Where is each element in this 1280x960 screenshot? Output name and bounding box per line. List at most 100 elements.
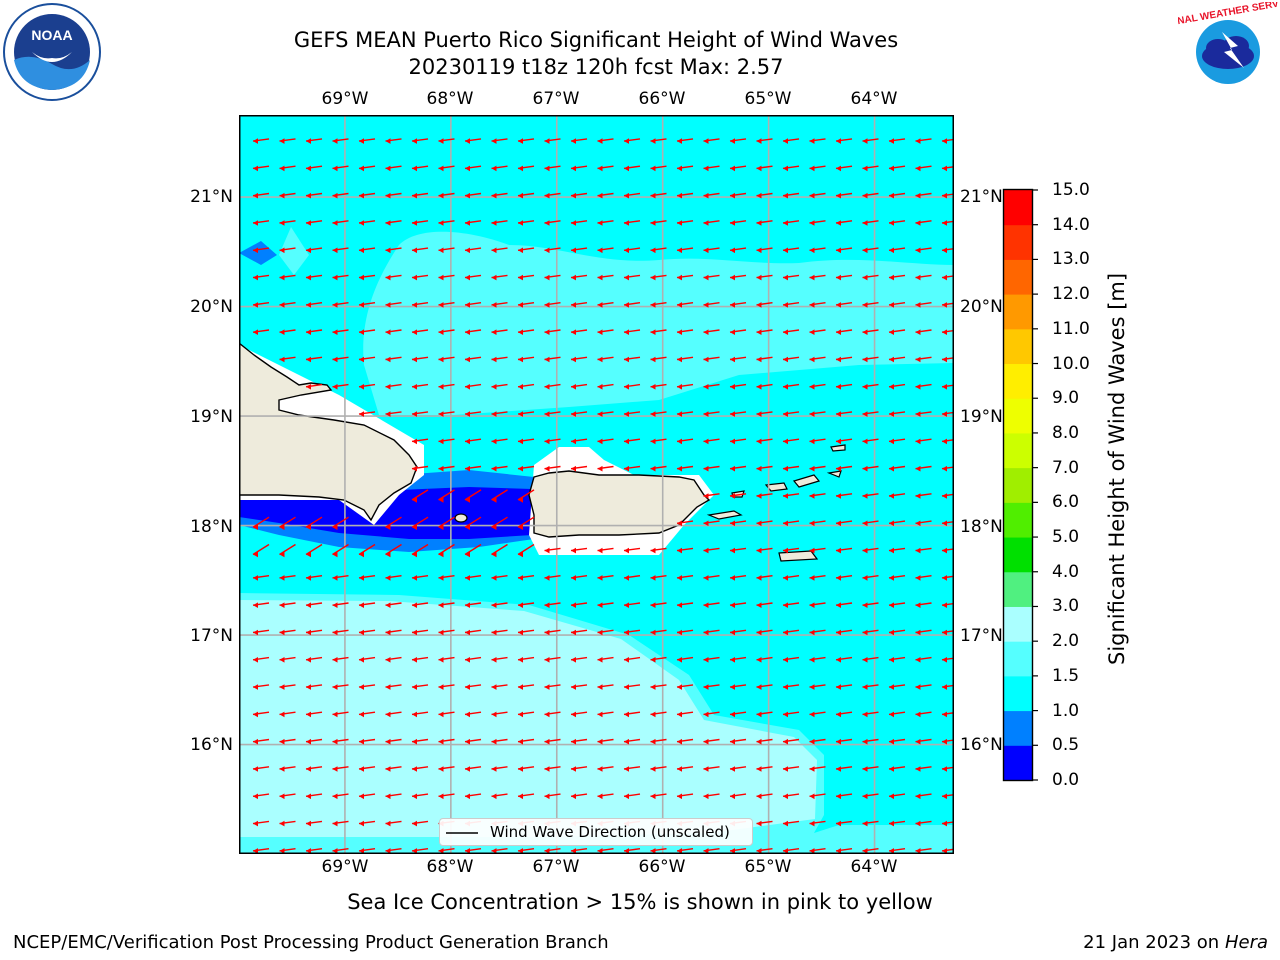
wind-wave-arrow	[597, 329, 614, 335]
wind-wave-arrow	[756, 138, 773, 144]
wind-wave-arrow	[888, 192, 906, 199]
wind-wave-arrow	[623, 438, 641, 445]
wind-wave-arrow	[252, 516, 270, 530]
wind-wave-arrow	[570, 465, 588, 472]
wind-wave-arrow	[252, 684, 270, 690]
wind-wave-arrow	[385, 220, 402, 226]
wind-wave-arrow	[252, 165, 270, 172]
wind-wave-arrow	[941, 602, 954, 608]
wind-wave-arrow	[544, 793, 561, 800]
wind-wave-arrow	[279, 738, 296, 745]
wind-wave-arrow	[358, 411, 376, 417]
wind-wave-arrow	[411, 356, 429, 363]
wind-wave-arrow	[756, 356, 773, 363]
wind-wave-arrow	[941, 575, 954, 581]
wind-wave-arrow	[809, 575, 826, 581]
wind-wave-arrow	[411, 793, 429, 800]
map-legend: Wind Wave Direction (unscaled)	[439, 818, 753, 846]
wind-wave-arrow	[252, 766, 270, 772]
wind-wave-arrow	[438, 329, 455, 335]
lat-label-right: 16°N	[960, 735, 1003, 755]
wind-wave-arrow	[491, 383, 508, 390]
wind-wave-arrow	[570, 711, 588, 718]
wind-wave-arrow	[279, 793, 296, 800]
wind-wave-arrow	[809, 656, 826, 663]
wind-wave-arrow	[809, 165, 826, 172]
colorbar-segment	[1004, 398, 1032, 434]
wind-wave-arrow	[305, 192, 323, 199]
colorbar-tick-label: 0.5	[1052, 735, 1080, 756]
wind-wave-arrow	[438, 684, 455, 690]
wind-wave-arrow	[358, 274, 376, 281]
wind-wave-arrow	[703, 602, 720, 608]
wind-wave-arrow	[782, 820, 800, 827]
wind-wave-arrow	[809, 411, 826, 417]
wind-wave-arrow	[915, 247, 932, 254]
wind-wave-arrow	[915, 465, 932, 472]
wind-wave-arrow	[438, 411, 455, 417]
wind-wave-arrow	[888, 274, 906, 281]
lon-label-bottom: 64°W	[850, 857, 898, 877]
wind-wave-arrow	[385, 848, 402, 854]
wind-wave-arrow	[941, 138, 954, 144]
wind-wave-arrow	[438, 302, 455, 308]
wind-wave-arrow	[570, 411, 588, 417]
wind-wave-arrow	[650, 848, 667, 854]
wind-wave-arrow	[438, 629, 455, 636]
wind-wave-arrow	[411, 411, 429, 417]
wind-wave-arrow	[623, 711, 641, 718]
wind-wave-arrow	[252, 820, 270, 827]
wind-wave-arrow	[623, 302, 641, 308]
wind-wave-arrow	[411, 766, 429, 772]
wind-wave-arrow	[305, 165, 323, 172]
wind-wave-arrow	[279, 138, 296, 144]
wind-wave-arrow	[862, 247, 879, 254]
wind-wave-arrow	[279, 247, 296, 254]
wind-wave-arrow	[544, 629, 561, 636]
wind-wave-arrow	[862, 520, 879, 527]
wind-wave-arrow	[597, 356, 614, 363]
land-anegada	[830, 444, 846, 452]
wind-wave-arrow	[835, 465, 853, 472]
wind-wave-arrow	[782, 438, 800, 445]
wind-wave-arrow	[650, 192, 667, 199]
wind-wave-arrow	[544, 383, 561, 390]
wind-wave-arrow	[650, 711, 667, 718]
wind-wave-arrow	[570, 383, 588, 390]
wind-wave-arrow	[438, 356, 455, 363]
wind-wave-arrow	[411, 274, 429, 281]
wind-wave-arrow	[809, 848, 826, 854]
wind-wave-arrow	[411, 438, 429, 445]
wind-wave-arrow	[862, 602, 879, 608]
wind-wave-arrow	[941, 329, 954, 335]
wind-wave-arrow	[782, 465, 800, 472]
wind-wave-arrow	[517, 711, 535, 718]
wind-wave-arrow	[358, 738, 376, 745]
wind-wave-arrow	[676, 192, 694, 199]
wind-wave-arrow	[544, 766, 561, 772]
wind-wave-arrow	[332, 848, 349, 854]
wind-wave-arrow	[676, 629, 694, 636]
wind-wave-arrow	[570, 438, 588, 445]
wind-wave-arrow	[888, 383, 906, 390]
wind-wave-arrow	[332, 329, 349, 335]
lon-label-bottom: 65°W	[744, 857, 792, 877]
wind-wave-arrow	[915, 766, 932, 772]
wind-wave-arrow	[941, 192, 954, 199]
wind-wave-arrow	[915, 138, 932, 144]
wind-wave-arrow	[809, 302, 826, 308]
wind-wave-arrow	[650, 220, 667, 226]
wind-wave-arrow	[941, 657, 954, 663]
wind-wave-arrow	[650, 465, 667, 472]
wind-wave-arrow	[597, 465, 614, 472]
wind-wave-arrow	[570, 738, 588, 745]
wind-wave-arrow	[252, 848, 270, 854]
wind-wave-arrow	[570, 848, 588, 854]
wind-wave-arrow	[332, 356, 349, 363]
wind-wave-arrow	[358, 684, 376, 690]
wind-wave-arrow	[782, 192, 800, 199]
wind-wave-arrow	[252, 329, 270, 335]
wind-wave-arrow	[650, 356, 667, 363]
wind-wave-arrow	[888, 793, 906, 800]
wind-wave-arrow	[756, 302, 773, 308]
